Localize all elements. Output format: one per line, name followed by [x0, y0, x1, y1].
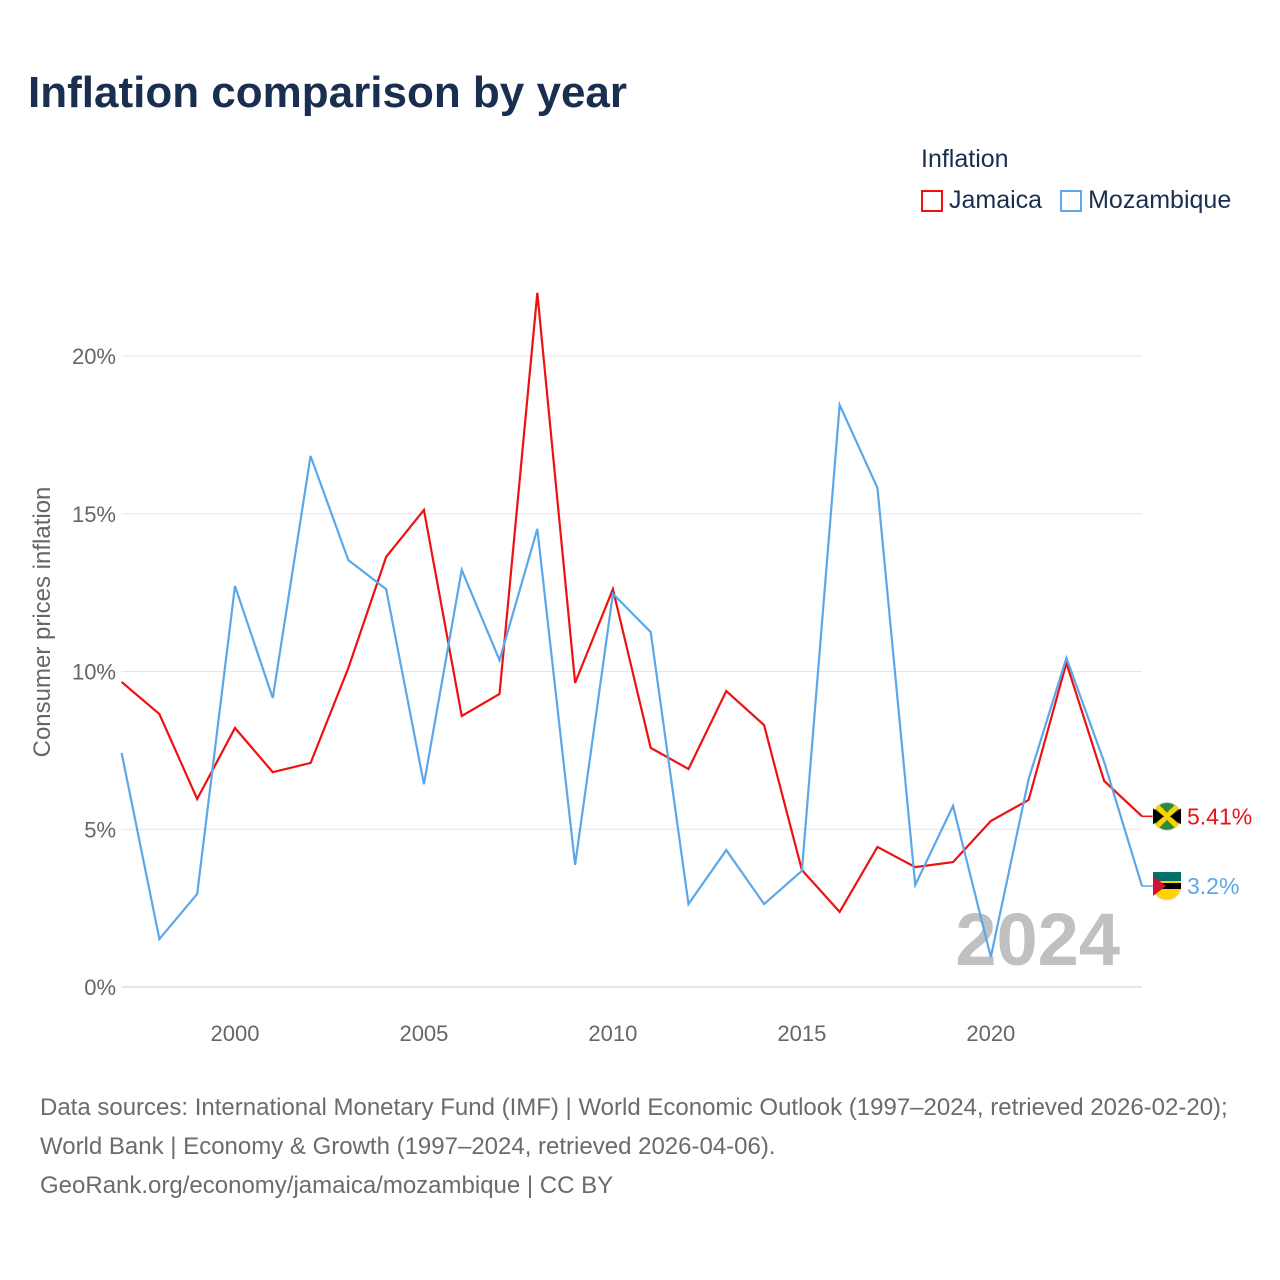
flag-saltire	[1155, 804, 1179, 829]
series-line-jamaica	[120, 292, 1143, 914]
flag-stripe	[1153, 883, 1181, 890]
y-tick-label: 20%	[72, 344, 116, 369]
legend-item-jamaica[interactable]: Jamaica	[921, 186, 1042, 215]
x-tick-label: 2020	[966, 1021, 1015, 1046]
x-tick-label: 2010	[588, 1021, 637, 1046]
chart-title: Inflation comparison by year	[28, 68, 628, 117]
y-tick-label: 10%	[72, 660, 116, 685]
flag-triangles	[1153, 808, 1181, 825]
y-tick-label: 5%	[84, 817, 116, 842]
x-tick-label: 2005	[399, 1021, 448, 1046]
legend-label: Jamaica	[949, 186, 1043, 214]
flag-stripe	[1153, 872, 1181, 882]
x-tick-label: 2015	[777, 1021, 826, 1046]
flag-triangle	[1153, 876, 1166, 897]
legend-label: Mozambique	[1088, 186, 1232, 214]
source-link[interactable]: GeoRank.org/economy/jamaica/mozambique |…	[40, 1172, 614, 1199]
legend-swatch-jamaica	[921, 189, 943, 212]
source-note: Data sources: International Monetary Fun…	[40, 1088, 1250, 1205]
legend-title: Inflation	[921, 145, 1009, 173]
source-text: Data sources: International Monetary Fun…	[40, 1094, 1228, 1160]
x-tick-label: 2000	[211, 1021, 260, 1046]
y-axis-label: Consumer prices inflation	[29, 487, 56, 758]
plot-area: 0% 5% 10% 15% 20% 2000 2005 2010 2015 2020 2024 5…	[29, 292, 1252, 1046]
legend-swatch-mozambique	[1060, 189, 1083, 212]
y-tick-label: 0%	[84, 975, 116, 1000]
end-value-label: 5.41%	[1187, 803, 1252, 829]
legend: Jamaica Mozambique	[921, 186, 1231, 215]
end-value-label: 3.2%	[1187, 873, 1239, 899]
y-tick-label: 15%	[72, 502, 116, 527]
legend-item-mozambique[interactable]: Mozambique	[1060, 186, 1231, 215]
series-line-mozambique	[120, 400, 1144, 958]
year-watermark: 2024	[955, 898, 1120, 981]
